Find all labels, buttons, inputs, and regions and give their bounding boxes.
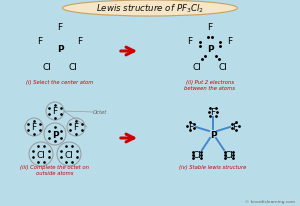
Text: Cl: Cl: [43, 62, 51, 71]
Text: F: F: [32, 123, 37, 132]
Text: F: F: [188, 122, 194, 131]
Text: © knordislearning.com: © knordislearning.com: [245, 199, 295, 203]
Text: F: F: [210, 108, 216, 117]
Text: $\mathit{Lewis\ structure\ of\ PF_3Cl_2}$: $\mathit{Lewis\ structure\ of\ PF_3Cl_2}…: [96, 3, 204, 15]
Text: Octet: Octet: [93, 110, 107, 115]
Text: F: F: [188, 36, 193, 45]
Text: F: F: [77, 36, 83, 45]
Text: P: P: [57, 44, 63, 53]
Text: P: P: [210, 130, 216, 139]
Text: (iv) Stable lewis structure: (iv) Stable lewis structure: [179, 164, 247, 169]
Text: F: F: [38, 36, 43, 45]
Text: F: F: [74, 123, 79, 132]
Text: (ii) Put 2 electrons
between the atoms: (ii) Put 2 electrons between the atoms: [184, 80, 236, 90]
Text: Cl: Cl: [193, 151, 201, 160]
Text: Cl: Cl: [69, 62, 77, 71]
Ellipse shape: [62, 1, 238, 17]
Text: F: F: [57, 22, 63, 31]
Text: F: F: [207, 22, 213, 31]
Text: P: P: [207, 44, 213, 53]
Text: Cl: Cl: [37, 150, 45, 159]
Text: Cl: Cl: [64, 150, 74, 159]
Text: Cl: Cl: [225, 151, 233, 160]
Text: Cl: Cl: [193, 62, 201, 71]
Text: F: F: [227, 36, 232, 45]
Text: (i) Select the center atom: (i) Select the center atom: [26, 80, 94, 85]
Text: P: P: [52, 130, 58, 139]
Text: F: F: [232, 122, 238, 131]
Text: Cl: Cl: [219, 62, 227, 71]
Text: (iii) Complete the octet on
outside atoms: (iii) Complete the octet on outside atom…: [20, 164, 89, 175]
Text: F: F: [52, 107, 58, 116]
